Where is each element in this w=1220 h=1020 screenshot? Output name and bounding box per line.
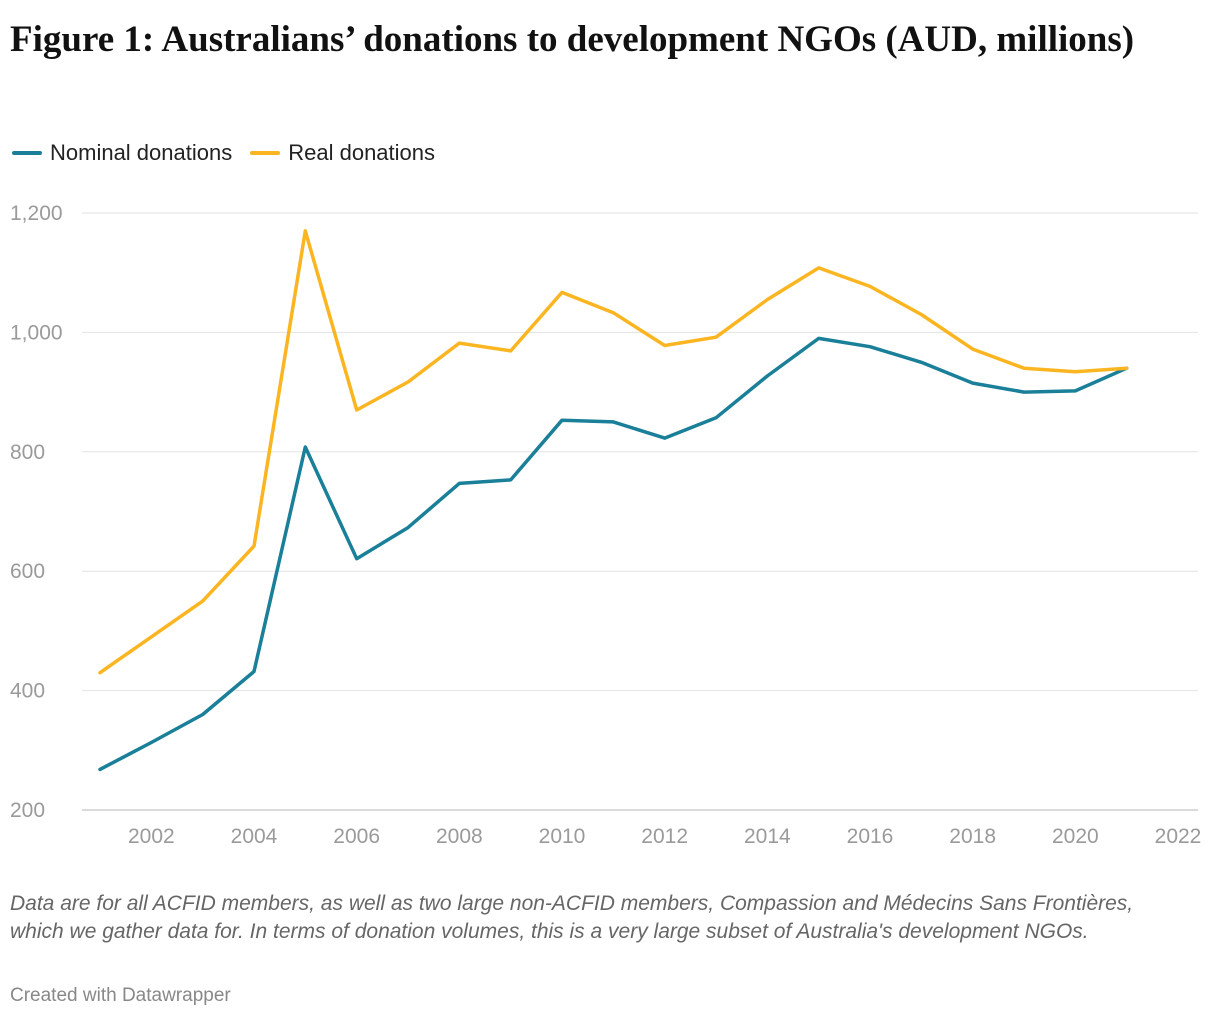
x-tick-label-7: 2016	[847, 825, 894, 848]
data-point-real-donations-2006	[355, 408, 359, 412]
data-point-real-donations-2015	[817, 266, 821, 270]
legend-item-nominal: Nominal donations	[12, 140, 232, 166]
data-point-real-donations-2021	[1125, 366, 1129, 370]
data-point-nominal-donations-2002	[149, 741, 153, 745]
data-point-nominal-donations-2010	[560, 418, 564, 422]
x-tick-label-8: 2018	[949, 825, 996, 848]
data-point-nominal-donations-2003	[201, 712, 205, 716]
series-line-real-donations	[98, 229, 1129, 675]
data-point-nominal-donations-2018	[971, 381, 975, 385]
data-point-real-donations-2020	[1073, 370, 1077, 374]
data-point-nominal-donations-2015	[817, 336, 821, 340]
x-tick-label-4: 2010	[539, 825, 586, 848]
x-tick-label-2: 2006	[333, 825, 380, 848]
data-point-nominal-donations-2014	[765, 374, 769, 378]
y-tick-label-5: 1,200	[10, 202, 63, 225]
x-tick-label-6: 2014	[744, 825, 791, 848]
data-point-real-donations-2003	[201, 599, 205, 603]
legend-item-real: Real donations	[250, 140, 435, 166]
data-point-real-donations-2009	[509, 349, 513, 353]
data-point-nominal-donations-2016	[868, 345, 872, 349]
data-point-nominal-donations-2020	[1073, 389, 1077, 393]
x-tick-label-5: 2012	[641, 825, 688, 848]
legend-label-real: Real donations	[288, 140, 436, 165]
data-point-real-donations-2012	[663, 344, 667, 348]
y-tick-label-1: 400	[10, 680, 45, 703]
legend-swatch-nominal	[12, 151, 42, 155]
y-tick-label-4: 1,000	[10, 321, 63, 344]
data-point-real-donations-2007	[406, 380, 410, 384]
data-point-real-donations-2005	[303, 229, 307, 233]
credit: Created with Datawrapper	[10, 985, 231, 1006]
data-point-real-donations-2016	[868, 284, 872, 288]
data-point-nominal-donations-2007	[406, 526, 410, 530]
x-tick-label-1: 2004	[231, 825, 278, 848]
series-line-nominal-donations	[98, 336, 1129, 772]
data-point-nominal-donations-2017	[919, 360, 923, 364]
legend: Nominal donations Real donations	[12, 140, 435, 166]
data-point-nominal-donations-2019	[1022, 390, 1026, 394]
x-tick-label-0: 2002	[128, 825, 175, 848]
legend-label-nominal: Nominal donations	[50, 140, 233, 165]
x-tick-label-10: 2022	[1155, 825, 1202, 848]
y-tick-label-2: 600	[10, 560, 45, 583]
data-point-real-donations-2004	[252, 544, 256, 548]
data-point-real-donations-2013	[714, 335, 718, 339]
y-tick-label-3: 800	[10, 441, 45, 464]
data-point-real-donations-2010	[560, 290, 564, 294]
data-point-real-donations-2008	[457, 341, 461, 345]
legend-swatch-real	[250, 151, 281, 155]
line-chart: 200 400 600 800 1,000 1,200 2002 2004 2006 2008 20…	[10, 202, 1202, 848]
data-point-nominal-donations-2006	[355, 557, 359, 561]
y-tick-label-0: 200	[10, 799, 45, 822]
data-point-nominal-donations-2004	[252, 669, 256, 673]
data-point-real-donations-2018	[971, 347, 975, 351]
data-point-nominal-donations-2008	[457, 481, 461, 485]
chart-title: Figure 1: Australians’ donations to deve…	[10, 19, 1135, 60]
data-point-nominal-donations-2013	[714, 416, 718, 420]
chart-notes: Data are for all ACFID members, as well …	[10, 892, 1134, 943]
data-point-real-donations-2017	[919, 312, 923, 316]
data-point-nominal-donations-2009	[509, 478, 513, 482]
data-point-nominal-donations-2011	[611, 420, 615, 424]
x-tick-label-3: 2008	[436, 825, 483, 848]
data-point-real-donations-2019	[1022, 366, 1026, 370]
data-point-real-donations-2014	[765, 298, 769, 302]
x-tick-label-9: 2020	[1052, 825, 1099, 848]
data-point-real-donations-2001	[98, 671, 102, 675]
data-point-nominal-donations-2001	[98, 767, 102, 771]
data-point-nominal-donations-2005	[303, 445, 307, 449]
data-point-real-donations-2011	[611, 311, 615, 315]
data-point-real-donations-2002	[149, 635, 153, 639]
data-point-nominal-donations-2012	[663, 436, 667, 440]
